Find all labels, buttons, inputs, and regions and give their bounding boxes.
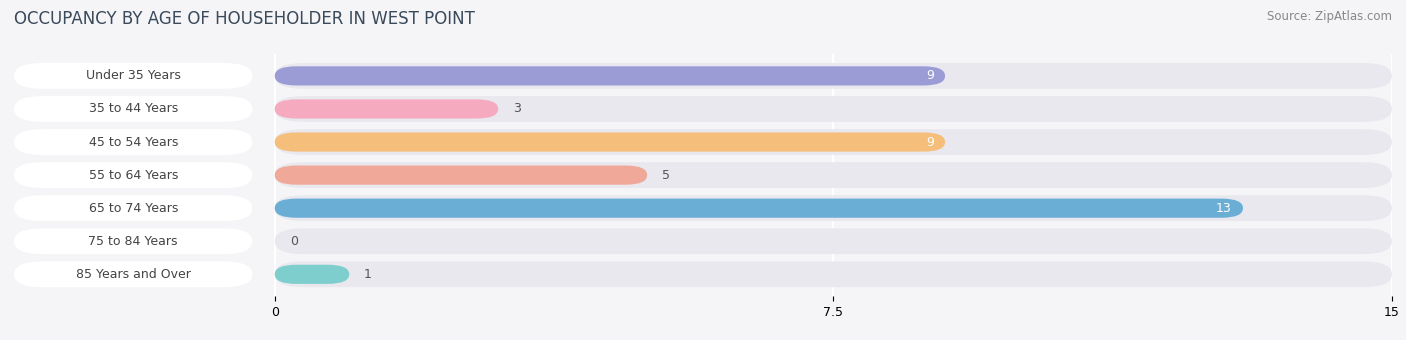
Text: 35 to 44 Years: 35 to 44 Years (89, 102, 177, 116)
FancyBboxPatch shape (14, 129, 253, 155)
FancyBboxPatch shape (274, 129, 1392, 155)
Text: 5: 5 (662, 169, 671, 182)
FancyBboxPatch shape (274, 228, 1392, 254)
FancyBboxPatch shape (274, 265, 349, 284)
Text: Under 35 Years: Under 35 Years (86, 69, 180, 82)
FancyBboxPatch shape (14, 96, 253, 122)
FancyBboxPatch shape (274, 96, 1392, 122)
Text: Source: ZipAtlas.com: Source: ZipAtlas.com (1267, 10, 1392, 23)
Text: 13: 13 (1216, 202, 1232, 215)
Text: 1: 1 (364, 268, 373, 281)
Text: OCCUPANCY BY AGE OF HOUSEHOLDER IN WEST POINT: OCCUPANCY BY AGE OF HOUSEHOLDER IN WEST … (14, 10, 475, 28)
FancyBboxPatch shape (14, 228, 253, 254)
Text: 85 Years and Over: 85 Years and Over (76, 268, 191, 281)
FancyBboxPatch shape (274, 166, 647, 185)
Text: 0: 0 (290, 235, 298, 248)
FancyBboxPatch shape (274, 66, 945, 85)
Text: 65 to 74 Years: 65 to 74 Years (89, 202, 179, 215)
Text: 75 to 84 Years: 75 to 84 Years (89, 235, 179, 248)
Text: 3: 3 (513, 102, 522, 116)
FancyBboxPatch shape (14, 63, 253, 89)
FancyBboxPatch shape (274, 133, 945, 152)
FancyBboxPatch shape (274, 162, 1392, 188)
FancyBboxPatch shape (14, 162, 253, 188)
Text: 9: 9 (927, 69, 934, 82)
FancyBboxPatch shape (274, 261, 1392, 287)
FancyBboxPatch shape (14, 261, 253, 287)
FancyBboxPatch shape (274, 199, 1243, 218)
Text: 55 to 64 Years: 55 to 64 Years (89, 169, 179, 182)
Text: 9: 9 (927, 136, 934, 149)
FancyBboxPatch shape (274, 195, 1392, 221)
Text: 45 to 54 Years: 45 to 54 Years (89, 136, 179, 149)
FancyBboxPatch shape (274, 99, 498, 119)
FancyBboxPatch shape (274, 63, 1392, 89)
FancyBboxPatch shape (14, 195, 253, 221)
